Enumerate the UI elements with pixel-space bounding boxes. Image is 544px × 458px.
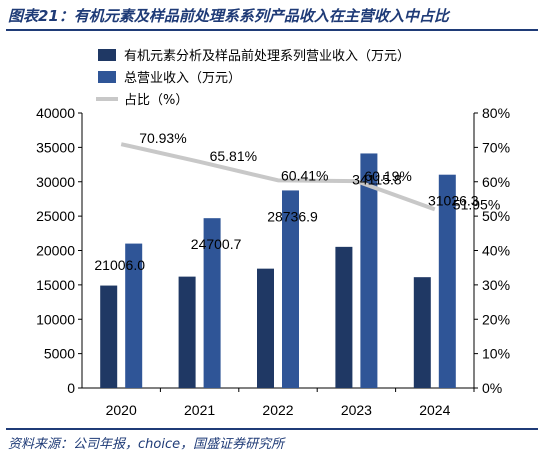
data-label-ratio: 70.93% bbox=[139, 130, 186, 146]
y-tick-label-left: 35000 bbox=[36, 139, 75, 155]
x-tick-label: 2020 bbox=[106, 402, 137, 418]
y-tick-label-right: 10% bbox=[482, 346, 510, 362]
data-label-ratio: 60.19% bbox=[364, 168, 411, 184]
bar-total-revenue bbox=[203, 218, 221, 388]
bar-total-revenue bbox=[360, 153, 378, 388]
chart-title: 图表21：有机元素及样品前处理系系列产品收入在主营收入中占比 bbox=[8, 7, 449, 25]
y-tick-label-left: 25000 bbox=[36, 208, 75, 224]
y-tick-label-left: 10000 bbox=[36, 311, 75, 327]
y-tick-label-right: 50% bbox=[482, 208, 510, 224]
y-tick-label-left: 0 bbox=[67, 380, 75, 396]
bar-segment-revenue bbox=[413, 277, 431, 388]
bar-segment-revenue bbox=[178, 276, 196, 388]
title-divider bbox=[6, 29, 538, 31]
y-tick-label-right: 60% bbox=[482, 174, 510, 190]
footer-divider bbox=[6, 428, 538, 430]
y-tick-label-left: 15000 bbox=[36, 277, 75, 293]
legend-label-ratio: 占比（%） bbox=[124, 93, 188, 108]
x-tick-label: 2021 bbox=[184, 402, 215, 418]
y-tick-label-left: 30000 bbox=[36, 174, 75, 190]
legend-swatch-segment-revenue bbox=[98, 49, 116, 61]
y-tick-label-left: 5000 bbox=[44, 346, 75, 362]
y-tick-label-right: 70% bbox=[482, 139, 510, 155]
data-label-total-revenue: 31026.3 bbox=[428, 193, 479, 209]
bar-total-revenue bbox=[282, 190, 299, 388]
data-label-total-revenue: 24700.7 bbox=[191, 236, 242, 252]
legend-label-segment-revenue: 有机元素分析及样品前处理系列营业收入（万元） bbox=[124, 48, 410, 64]
source-note: 资料来源：公司年报，choice，国盛证券研究所 bbox=[8, 437, 285, 452]
y-tick-label-right: 40% bbox=[482, 243, 510, 259]
y-tick-label-left: 40000 bbox=[36, 105, 75, 121]
legend-label-total-revenue: 总营业收入（万元） bbox=[124, 71, 241, 86]
ratio-line bbox=[120, 142, 436, 212]
x-tick-label: 2022 bbox=[262, 402, 293, 418]
bar-total-revenue bbox=[438, 174, 456, 388]
chart-header: 图表21：有机元素及样品前处理系系列产品收入在主营收入中占比 bbox=[0, 0, 544, 31]
y-tick-label-right: 0% bbox=[482, 380, 502, 396]
data-label-ratio: 51.95% bbox=[453, 196, 500, 212]
bar-total-revenue bbox=[125, 243, 143, 388]
y-tick-label-left: 20000 bbox=[36, 243, 75, 259]
bar-segment-revenue bbox=[100, 285, 118, 388]
data-label-total-revenue: 34115.8 bbox=[352, 171, 402, 187]
y-tick-label-right: 20% bbox=[482, 311, 510, 327]
x-tick-label: 2023 bbox=[341, 402, 372, 418]
legend-swatch-total-revenue bbox=[98, 71, 116, 83]
data-label-ratio: 65.81% bbox=[210, 148, 257, 164]
bar-segment-revenue bbox=[335, 246, 353, 388]
data-label-total-revenue: 28736.9 bbox=[267, 208, 318, 224]
y-tick-label-right: 30% bbox=[482, 277, 510, 293]
x-tick-label: 2024 bbox=[419, 402, 450, 418]
y-tick-label-right: 80% bbox=[482, 105, 510, 121]
data-label-ratio: 60.41% bbox=[281, 167, 328, 183]
data-label-total-revenue: 21006.0 bbox=[94, 257, 145, 273]
bar-segment-revenue bbox=[257, 268, 274, 388]
